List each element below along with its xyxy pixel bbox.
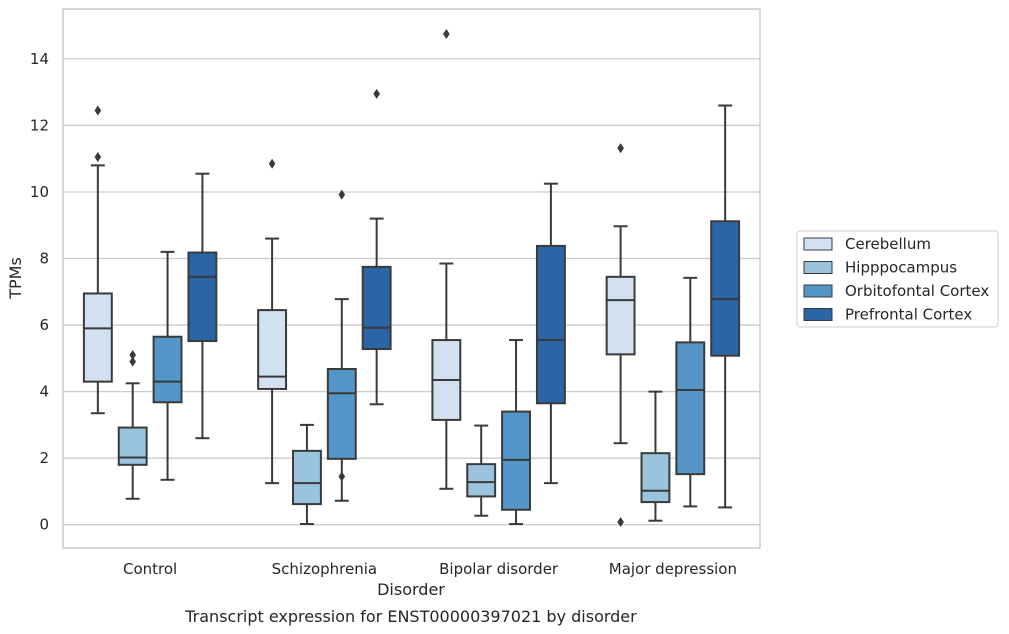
box-2-1 bbox=[326, 189, 357, 502]
legend-frame bbox=[796, 230, 999, 328]
y-tick-label: 6 bbox=[39, 316, 49, 334]
box-3-2 bbox=[535, 182, 566, 485]
legend-swatch bbox=[803, 261, 833, 274]
y-tick-label: 4 bbox=[39, 383, 49, 401]
box-3-1 bbox=[361, 88, 392, 406]
iqr-box bbox=[535, 244, 566, 405]
iqr-box bbox=[675, 341, 706, 476]
box-2-0 bbox=[152, 250, 183, 481]
outlier-point bbox=[373, 88, 380, 99]
iqr-box bbox=[82, 292, 113, 383]
x-tick-label: Bipolar disorder bbox=[439, 560, 559, 578]
iqr-box bbox=[187, 251, 218, 343]
y-axis-title: TPMs bbox=[6, 257, 25, 300]
legend-label: Hipppocampus bbox=[845, 259, 957, 277]
y-tick-label: 2 bbox=[39, 449, 49, 467]
x-tick-label: Control bbox=[123, 560, 177, 578]
iqr-box bbox=[292, 449, 322, 506]
iqr-box bbox=[152, 335, 183, 404]
box-2-3 bbox=[675, 276, 706, 508]
box-1-1 bbox=[292, 423, 322, 526]
chart-caption: Transcript expression for ENST0000039702… bbox=[184, 607, 637, 626]
iqr-box bbox=[117, 426, 148, 466]
legend-label: Prefrontal Cortex bbox=[845, 306, 972, 324]
iqr-box bbox=[710, 220, 741, 357]
box-0-0 bbox=[82, 105, 113, 415]
box-1-3 bbox=[640, 390, 671, 522]
outlier-point bbox=[338, 471, 346, 482]
legend-label: Cerebellum bbox=[845, 235, 931, 253]
outlier-point bbox=[94, 105, 102, 116]
y-tick-labels: 0 2 4 6 8 10 12 14 bbox=[30, 50, 49, 534]
outlier-point bbox=[129, 356, 136, 367]
plot-frame bbox=[62, 8, 761, 549]
box-0-2 bbox=[431, 28, 462, 490]
box-0-3 bbox=[605, 143, 636, 528]
legend-swatch bbox=[803, 308, 833, 321]
legend-swatch bbox=[803, 237, 833, 251]
y-tick-label: 10 bbox=[30, 183, 49, 201]
x-tick-label: Schizophrenia bbox=[272, 560, 377, 578]
box-0-1 bbox=[257, 158, 288, 485]
box-3-0 bbox=[187, 172, 218, 440]
box-3-3 bbox=[710, 104, 741, 509]
outlier-point bbox=[617, 517, 624, 528]
iqr-box bbox=[326, 367, 357, 460]
iqr-box bbox=[605, 275, 636, 356]
box-2-2 bbox=[501, 339, 531, 526]
y-tick-label: 12 bbox=[30, 116, 49, 134]
legend-swatch bbox=[803, 284, 833, 298]
iqr-box bbox=[361, 265, 392, 351]
x-tick-labels: Control Schizophrenia Bipolar disorder Majo… bbox=[123, 560, 737, 578]
x-axis-title: Disorder bbox=[377, 580, 445, 599]
outlier-point bbox=[443, 28, 450, 39]
outlier-point bbox=[617, 143, 624, 154]
outlier-point bbox=[129, 350, 136, 361]
x-tick-label: Major depression bbox=[609, 560, 737, 578]
outlier-point bbox=[338, 189, 346, 200]
boxes-layer bbox=[82, 28, 741, 528]
iqr-box bbox=[466, 463, 497, 498]
y-tick-label: 14 bbox=[30, 50, 49, 68]
y-tick-label: 0 bbox=[39, 516, 49, 534]
legend-label: Orbitofontal Cortex bbox=[845, 282, 989, 300]
y-tick-label: 8 bbox=[39, 250, 49, 268]
box-1-0 bbox=[117, 350, 148, 500]
outlier-point bbox=[268, 158, 276, 169]
iqr-box bbox=[640, 452, 671, 504]
legend: Cerebellum Hipppocampus Orbitofontal Corte… bbox=[796, 230, 999, 328]
outlier-point bbox=[94, 152, 102, 163]
box-1-2 bbox=[466, 424, 497, 517]
